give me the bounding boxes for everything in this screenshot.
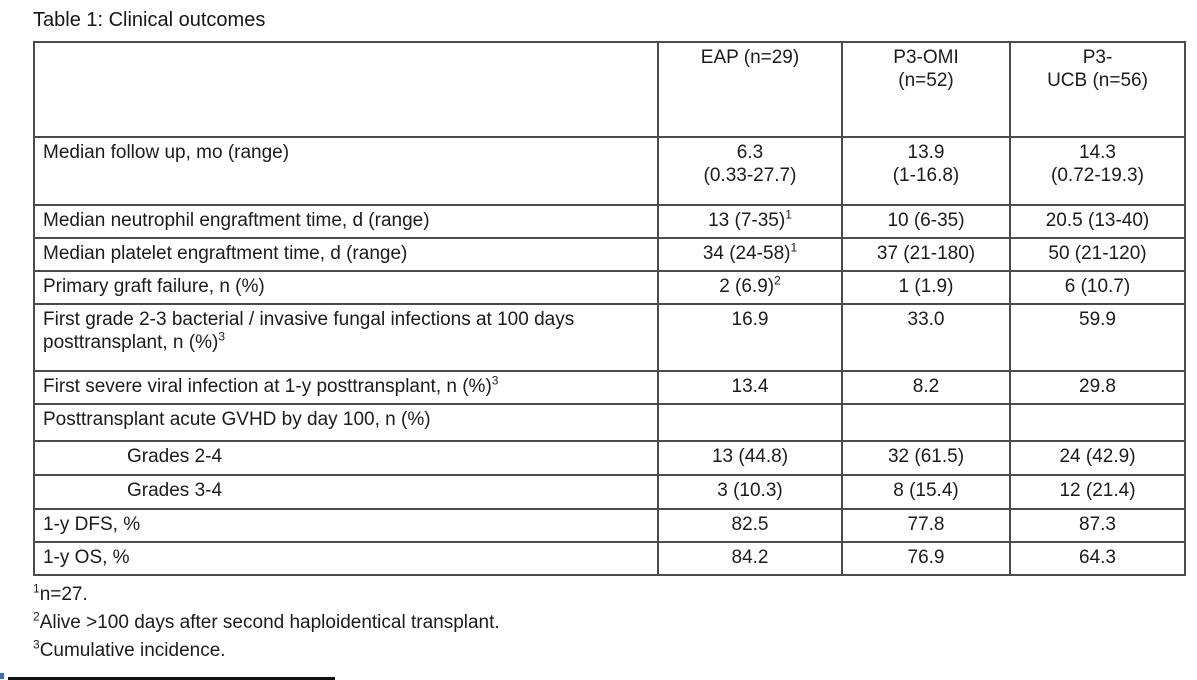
cell-value: 77.8 xyxy=(841,508,1011,543)
table-row: Median follow up, mo (range) 6.3 (0.33-27… xyxy=(33,136,1186,206)
cell-value: 37 (21-180) xyxy=(841,237,1011,272)
header-col-eap: EAP (n=29) xyxy=(657,41,843,138)
header-stub-cell xyxy=(33,41,659,138)
table-row: First grade 2-3 bacterial / invasive fun… xyxy=(33,303,1186,372)
footnotes: 1n=27. 2Alive >100 days after second hap… xyxy=(33,581,1185,665)
table-row: 1-y DFS, % 82.5 77.8 87.3 xyxy=(33,508,1186,543)
cell-value: 82.5 xyxy=(657,508,843,543)
row-label: 1-y OS, % xyxy=(33,541,659,576)
cell-value: 12 (21.4) xyxy=(1009,474,1186,510)
header-line1: P3-OMI xyxy=(893,47,959,68)
cell-value: 13.4 xyxy=(657,370,843,405)
table-row: Median neutrophil engraftment time, d (r… xyxy=(33,204,1186,239)
cell-value: 32 (61.5) xyxy=(841,440,1011,476)
footnote-2: 2Alive >100 days after second haploident… xyxy=(33,609,500,633)
cell-value: 84.2 xyxy=(657,541,843,576)
row-label: Grades 2-4 xyxy=(33,440,659,476)
header-col-p3-omi: P3-OMI (n=52) xyxy=(841,41,1011,138)
header-col-p3-ucb: P3- UCB (n=56) xyxy=(1009,41,1186,138)
table-row: Median platelet engraftment time, d (ran… xyxy=(33,237,1186,272)
row-label: First severe viral infection at 1-y post… xyxy=(33,370,659,405)
row-label: Grades 3-4 xyxy=(33,474,659,510)
cell-value: 14.3 (0.72-19.3) xyxy=(1009,136,1186,206)
cell-value: 76.9 xyxy=(841,541,1011,576)
clinical-outcomes-table: EAP (n=29) P3-OMI (n=52) P3- UCB (n=56) … xyxy=(33,41,1186,576)
cell-value: 13 (7-35)1 xyxy=(657,204,843,239)
cell-value: 64.3 xyxy=(1009,541,1186,576)
cell-value: 3 (10.3) xyxy=(657,474,843,510)
footnote-1: 1n=27. xyxy=(33,581,88,605)
cell-value: 16.9 xyxy=(657,303,843,372)
cell-value: 2 (6.9)2 xyxy=(657,270,843,305)
cell-value: 13 (44.8) xyxy=(657,440,843,476)
table-header-row: EAP (n=29) P3-OMI (n=52) P3- UCB (n=56) xyxy=(33,41,1186,138)
cell-value: 13.9 (1-16.8) xyxy=(841,136,1011,206)
cell-value: 8.2 xyxy=(841,370,1011,405)
header-line1: EAP (n=29) xyxy=(700,47,800,68)
cell-value: 8 (15.4) xyxy=(841,474,1011,510)
table-row: Posttransplant acute GVHD by day 100, n … xyxy=(33,403,1186,442)
cell-value: 87.3 xyxy=(1009,508,1186,543)
cell-value: 59.9 xyxy=(1009,303,1186,372)
cell-value: 6 (10.7) xyxy=(1009,270,1186,305)
header-line2: UCB (n=56) xyxy=(1047,70,1148,91)
table-row: Grades 3-4 3 (10.3) 8 (15.4) 12 (21.4) xyxy=(33,474,1186,510)
row-label: Primary graft failure, n (%) xyxy=(33,270,659,305)
row-label: Median platelet engraftment time, d (ran… xyxy=(33,237,659,272)
cell-value: 34 (24-58)1 xyxy=(657,237,843,272)
cell-value: 20.5 (13-40) xyxy=(1009,204,1186,239)
cell-value: 50 (21-120) xyxy=(1009,237,1186,272)
table-row: 1-y OS, % 84.2 76.9 64.3 xyxy=(33,541,1186,576)
table-caption: Table 1: Clinical outcomes xyxy=(33,9,266,31)
cell-value: 10 (6-35) xyxy=(841,204,1011,239)
document-content: Table 1: Clinical outcomes EAP (n=29) P3… xyxy=(33,8,1186,665)
cell-value: 1 (1.9) xyxy=(841,270,1011,305)
cell-value xyxy=(657,403,843,442)
row-label: Posttransplant acute GVHD by day 100, n … xyxy=(33,403,659,442)
cell-value xyxy=(841,403,1011,442)
footnote-3: 3Cumulative incidence. xyxy=(33,637,226,661)
row-label: First grade 2-3 bacterial / invasive fun… xyxy=(33,303,659,372)
cell-value: 6.3 (0.33-27.7) xyxy=(657,136,843,206)
table-row: First severe viral infection at 1-y post… xyxy=(33,370,1186,405)
header-line1: P3- xyxy=(1082,47,1113,68)
bottom-edge-artifact-blue-mark xyxy=(0,673,4,679)
cell-value: 29.8 xyxy=(1009,370,1186,405)
table-row: Primary graft failure, n (%) 2 (6.9)2 1 … xyxy=(33,270,1186,305)
header-line2: (n=52) xyxy=(898,70,954,91)
table-row: Grades 2-4 13 (44.8) 32 (61.5) 24 (42.9) xyxy=(33,440,1186,476)
bottom-edge-artifact-bar xyxy=(8,677,335,680)
row-label: Median follow up, mo (range) xyxy=(33,136,659,206)
cell-value: 33.0 xyxy=(841,303,1011,372)
row-label: Median neutrophil engraftment time, d (r… xyxy=(33,204,659,239)
cell-value: 24 (42.9) xyxy=(1009,440,1186,476)
row-label: 1-y DFS, % xyxy=(33,508,659,543)
cell-value xyxy=(1009,403,1186,442)
